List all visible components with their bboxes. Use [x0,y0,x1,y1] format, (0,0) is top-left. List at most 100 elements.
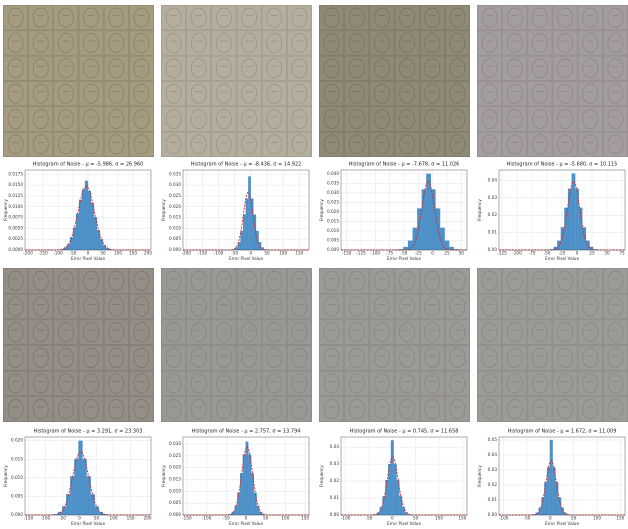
image-tile [78,319,104,345]
face-outline [481,83,498,104]
chart-title: Histogram of Noise - μ = -5.986, σ = 26.… [33,162,144,168]
image-tile [236,345,262,371]
face-outline [557,108,574,130]
image-tile [319,131,344,157]
y-tick-label: 0.0175 [8,171,23,176]
face-outline [449,322,466,343]
face-outline [531,373,548,394]
image-tile [477,106,502,132]
y-tick-label: 0.01 [488,497,498,502]
noise-image [477,5,628,157]
image-tile [394,106,420,132]
image-tile [577,81,603,107]
image-tile [103,131,129,157]
x-tick-label: -75 [386,251,393,256]
image-tile [477,55,502,81]
image-tile [369,293,395,320]
image-tile [445,5,470,31]
image-background [161,5,312,157]
face-outline [582,373,599,394]
histogram-bar [564,207,569,251]
face-outline [32,347,49,368]
face-outline [399,373,416,394]
image-tile [261,81,287,107]
image-tile [394,319,420,345]
image-tile [319,345,344,371]
y-axis-label: Frequency [319,465,324,487]
x-tick-label: 50 [604,251,610,256]
image-tile [161,30,186,56]
image-tile [261,319,287,345]
face-outline [323,134,340,155]
histogram-bar [69,237,74,251]
face-outline [607,32,624,54]
x-tick-label: 100 [281,516,289,521]
image-tile [394,81,420,107]
face-outline [291,296,308,317]
image-tile [236,396,262,422]
image-tile [477,30,502,56]
face-outline [108,373,125,394]
face-outline [165,7,182,28]
face-outline [373,7,390,28]
face-outline [582,322,599,343]
face-outline [32,399,49,420]
face-outline [57,108,74,130]
x-tick-label: 50 [100,251,106,256]
x-tick-label: 100 [435,516,443,521]
image-tile [319,5,344,31]
face-outline [531,7,548,28]
face-outline [481,58,498,79]
image-tile [186,131,212,157]
face-outline [323,270,340,291]
image-tile [53,293,79,320]
face-outline [424,7,441,28]
noise-image [319,268,470,422]
image-tile [577,55,603,81]
histogram-bar [90,202,95,251]
image-tile [28,30,54,56]
x-tick-label: 150 [127,516,135,521]
face-outline [215,347,232,368]
y-tick-label: 0.0100 [8,204,23,209]
image-tile [477,319,502,345]
image-tile [161,81,186,107]
image-tile [477,268,502,294]
histogram-bar [240,230,244,251]
face-outline [190,7,207,28]
y-tick-label: 0.02 [330,478,340,483]
face-outline [607,134,624,155]
x-tick-label: -125 [356,251,366,256]
image-tile [78,5,104,31]
image-tile [261,106,287,132]
histogram-bar [549,439,553,516]
face-outline [57,83,74,104]
histogram-bar [538,507,542,516]
histogram-bar [567,188,572,251]
face-outline [57,7,74,28]
image-tile [369,345,395,371]
y-tick-label: 0.025 [169,193,181,198]
x-axis-label: Error Pixel Value [229,256,263,261]
x-tick-label: -150 [24,516,34,521]
image-tile [477,396,502,422]
image-tile [261,30,287,56]
chart-title: Histogram of Noise - μ = 2.757, σ = 13.7… [192,429,301,435]
face-outline [215,83,232,104]
image-tile [527,106,553,132]
image-tile [319,370,344,397]
image-tile [477,293,502,320]
face-outline [481,347,498,368]
plot-frame [498,436,626,516]
face-outline [373,108,390,130]
image-tile [394,30,420,56]
image-tile [261,5,287,31]
y-tick-label: 0.025 [169,453,181,458]
image-tile [211,55,237,81]
face-outline [266,58,283,79]
face-outline [133,270,150,291]
image-tile [577,370,603,397]
face-outline [165,134,182,155]
image-tile [445,131,470,157]
chart-title: Histogram of Noise - μ = 3.291, σ = 23.3… [34,429,143,435]
